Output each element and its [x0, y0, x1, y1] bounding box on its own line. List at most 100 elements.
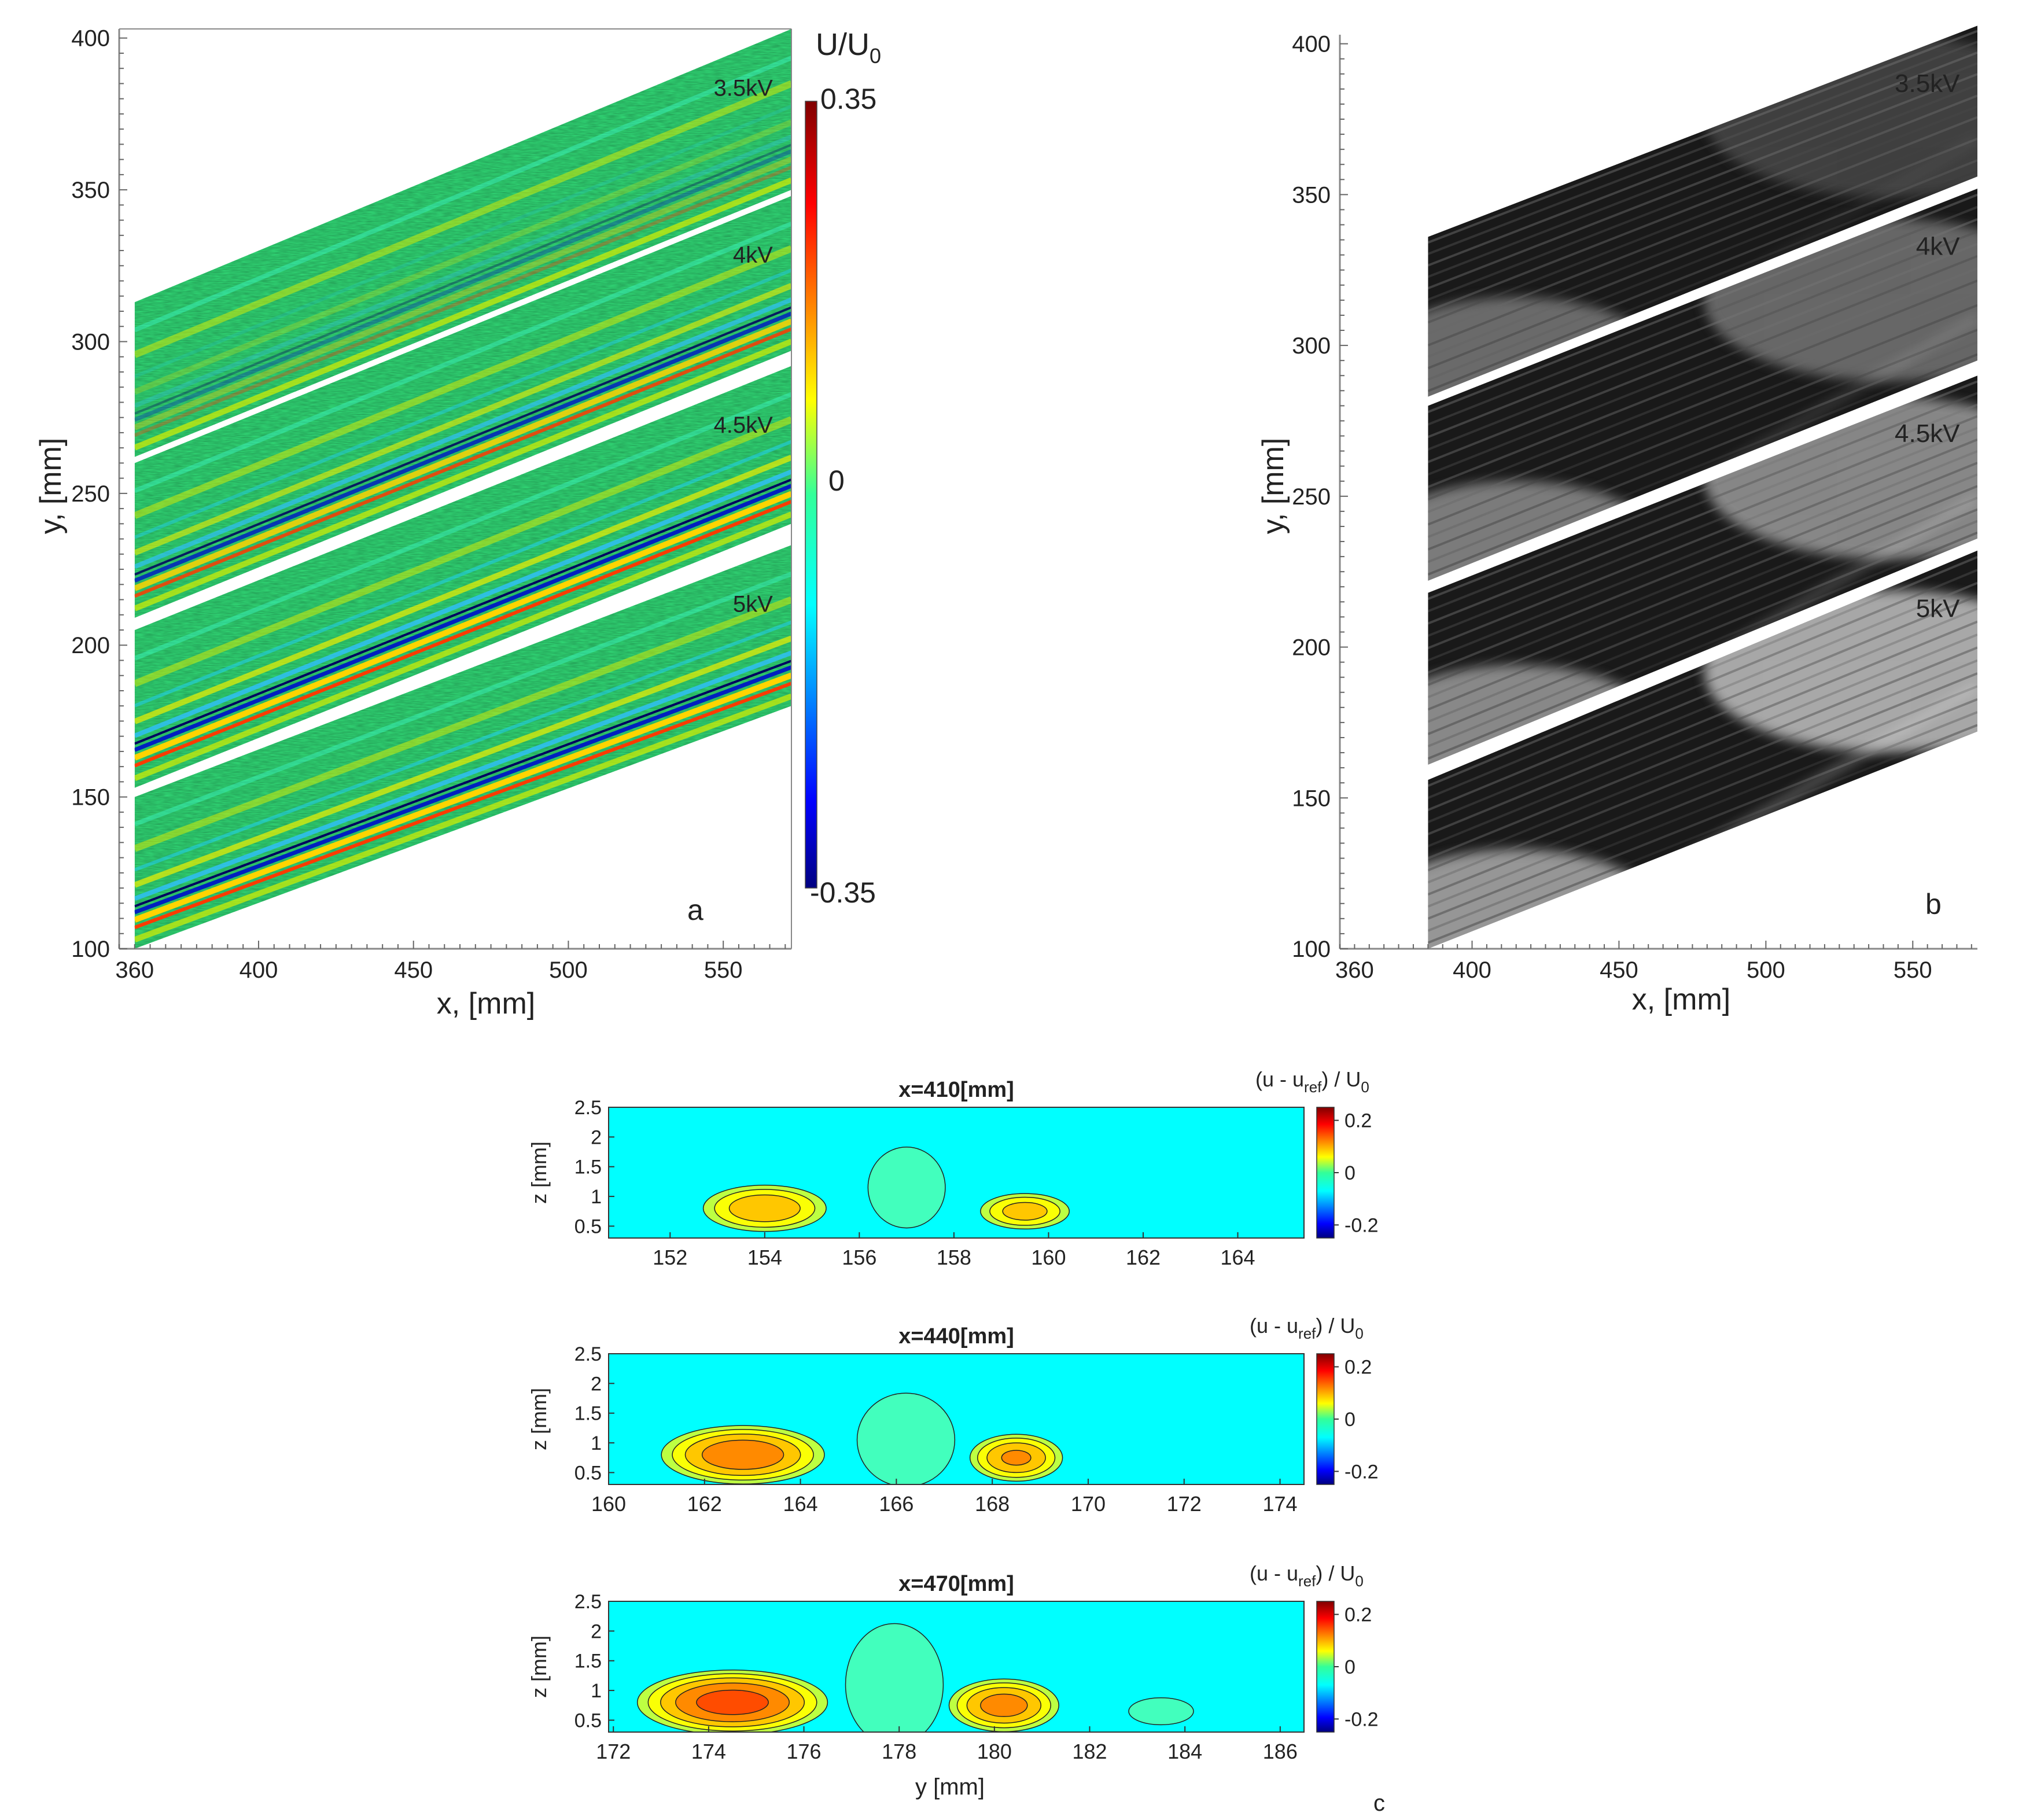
z-tick-label: 0.5: [574, 1710, 602, 1731]
streak-line: [134, 165, 792, 437]
y-tick-label: 200: [71, 633, 110, 658]
panel-a-axes: [118, 28, 792, 950]
x-tick-label: 162: [687, 1492, 722, 1516]
streak-line: [1428, 473, 1977, 698]
panel-a: 3.5kV 4kV 4.5kV 5kV 360 400 450 500 550 100 150 2…: [34, 26, 881, 1020]
streak-line: [1428, 403, 1977, 625]
strip-label: 5kV: [733, 592, 773, 617]
strip-texture: [134, 29, 792, 457]
z-tick-label: 2: [591, 1620, 602, 1642]
y-tick-label: 350: [1292, 182, 1331, 208]
streak-line: [134, 268, 792, 539]
streak-line: [1428, 520, 1977, 747]
streak-line: [134, 311, 792, 583]
subplot-frame: [608, 1601, 1305, 1733]
colorbar-tick-label: -0.2: [1344, 1708, 1379, 1730]
colorbar-tick-label: -0.2: [1344, 1461, 1379, 1483]
y-tick-label: 400: [71, 26, 110, 51]
streak-line: [1428, 607, 1977, 835]
streak-line: [134, 491, 792, 761]
panel-a-xlabel: x, [mm]: [437, 987, 535, 1020]
contour-level: [728, 1194, 801, 1222]
streak-line: [1428, 329, 1977, 551]
contour-level: [867, 1147, 946, 1229]
subplot-title: x=470[mm]: [898, 1572, 1014, 1596]
streak-line: [134, 104, 792, 378]
strip-label: 4kV: [733, 242, 773, 268]
colorbar-a-min-label: -0.35: [810, 876, 876, 909]
colorbar-a-title: U/U0: [816, 27, 881, 68]
streak-line: [134, 177, 792, 451]
streak-line: [1428, 439, 1977, 662]
panel-b-strips: [1428, 25, 1977, 949]
negative-contour: [1128, 1697, 1194, 1726]
positive-contour: [980, 1193, 1070, 1230]
x-tick-label: 400: [1453, 957, 1491, 983]
z-tick-label: 2: [591, 1373, 602, 1395]
x-tick-label: 500: [549, 957, 588, 983]
streak-line: [1428, 94, 1977, 312]
colorbar-c-bar: [1316, 1353, 1335, 1485]
panel-c-label: c: [1373, 1790, 1385, 1816]
streak-line: [1428, 205, 1977, 426]
colorbar-tick-label: -0.2: [1344, 1214, 1379, 1236]
panel-b-axes: [1339, 35, 1977, 950]
streak-line: [134, 650, 792, 901]
contour-plot-area: [609, 1107, 1304, 1238]
streak-line: [134, 119, 792, 395]
z-tick-label: 1: [591, 1186, 602, 1208]
panel-b-xtick-labels: 360 400 450 500 550: [1335, 957, 1932, 983]
streak-line: [1428, 569, 1977, 800]
colorbar-c-bar: [1316, 1601, 1335, 1733]
colorbar-tick-label: 0: [1344, 1409, 1355, 1431]
streak-line: [1428, 304, 1977, 526]
colorbar-title-sub: ref: [1298, 1572, 1316, 1590]
subplot-frame: [608, 1107, 1305, 1239]
colorbar-a-mid-label: 0: [828, 465, 845, 497]
streak-line: [134, 297, 792, 569]
streak-line: [1428, 193, 1977, 414]
colorbar-title-sub: 0: [1355, 1572, 1363, 1590]
streak-line: [1428, 496, 1977, 723]
colorbar-tick-label: 0.2: [1344, 1357, 1372, 1379]
strip-b-3: [1428, 550, 1977, 949]
streak-line: [1428, 462, 1977, 686]
z-tick-label: 1: [591, 1432, 602, 1454]
colorbar-title-sub: ref: [1304, 1078, 1322, 1096]
streak-line: [134, 455, 792, 724]
z-tick-label: 2.5: [574, 1343, 602, 1365]
x-tick-label: 152: [653, 1246, 687, 1269]
contour-level: [696, 1689, 769, 1715]
colorbar-c-title: (u - uref) / U0: [1250, 1561, 1364, 1590]
colorbar-title-part: ) / U: [1316, 1561, 1355, 1585]
panel-c-xlabel: y [mm]: [915, 1774, 985, 1800]
streak-line: [134, 620, 792, 872]
streak-line: [134, 416, 792, 687]
streak-line: [1428, 698, 1977, 920]
y-tick-label: 250: [71, 481, 110, 507]
z-tick-label: 1: [591, 1680, 602, 1702]
streak-line: [134, 635, 792, 888]
panel-a-ylabel: y, [mm]: [34, 438, 68, 535]
colorbar-c-title: (u - uref) / U0: [1255, 1067, 1369, 1096]
streak-line: [134, 681, 792, 930]
colorbar-title-part: (u - u: [1250, 1561, 1298, 1585]
contour-subplot-2: x=470[mm] 172 174 176 178 180 182 184 186 2.5 2 1.5…: [527, 1561, 1379, 1763]
panel-c: x=410[mm] 152 154 156 158 160 162 164 2.5 2 1.5 1 0.…: [527, 1067, 1385, 1816]
strip-label: 5kV: [1916, 594, 1960, 622]
streak-line: [134, 500, 792, 768]
panel-b-ytick-labels: 100 150 200 250 300 350 400: [1292, 32, 1331, 962]
y-tick-label: 100: [71, 937, 110, 962]
streak-line: [1428, 279, 1977, 501]
x-tick-label: 154: [747, 1246, 782, 1269]
strip-content: [134, 196, 792, 618]
streak-line: [1428, 659, 1977, 884]
streak-line: [134, 511, 792, 782]
colorbar-title-part: ) / U: [1316, 1314, 1355, 1338]
panel-b-ylabel: y, [mm]: [1257, 438, 1290, 535]
panel-a-colorbar: U/U0 0.35 0 -0.35: [805, 27, 881, 909]
y-tick-label: 250: [1292, 484, 1331, 510]
streak-line: [1428, 450, 1977, 674]
y-tick-label: 150: [1292, 786, 1331, 811]
